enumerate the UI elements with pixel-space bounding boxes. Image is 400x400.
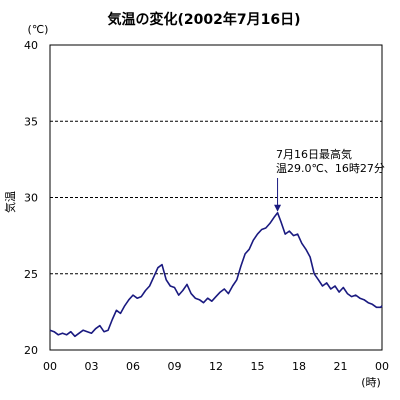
y-tick-label: 20 bbox=[24, 344, 38, 357]
series-line-0 bbox=[49, 212, 383, 338]
chart-title: 気温の変化(2002年7月16日) bbox=[108, 11, 301, 28]
y-tick-label: 35 bbox=[24, 115, 38, 128]
y-tick-label: 40 bbox=[24, 39, 38, 52]
x-tick-label: 09 bbox=[168, 360, 182, 373]
plot-frame bbox=[49, 44, 383, 351]
annotation-arrow-head bbox=[274, 204, 282, 212]
y-tick-labels: 20 25 30 35 40 bbox=[24, 39, 38, 357]
annotation-line-2: 温29.0℃、16時27分 bbox=[276, 162, 385, 175]
x-tick-label: 03 bbox=[85, 360, 99, 373]
x-unit-label: (時) bbox=[361, 376, 381, 389]
x-tick-label: 21 bbox=[334, 360, 348, 373]
y-axis-label: 気温 bbox=[3, 191, 17, 213]
annotation-line-1: 7月16日最高気 bbox=[276, 147, 352, 161]
max-temp-annotation: 7月16日最高気 温29.0℃、16時27分 bbox=[274, 147, 385, 212]
x-tick-label: 06 bbox=[126, 360, 140, 373]
x-tick-label: 12 bbox=[209, 360, 223, 373]
y-unit-label: (℃) bbox=[28, 23, 49, 36]
x-tick-labels: 00 03 06 09 12 15 18 21 00 bbox=[43, 360, 389, 373]
y-tick-label: 30 bbox=[24, 192, 38, 205]
x-tick-label: 00 bbox=[375, 360, 389, 373]
x-tick-label: 00 bbox=[43, 360, 57, 373]
x-tick-label: 15 bbox=[251, 360, 265, 373]
gridlines bbox=[50, 120, 382, 275]
series-layer bbox=[49, 212, 383, 338]
x-tick-label: 18 bbox=[292, 360, 306, 373]
y-tick-label: 25 bbox=[24, 268, 38, 281]
